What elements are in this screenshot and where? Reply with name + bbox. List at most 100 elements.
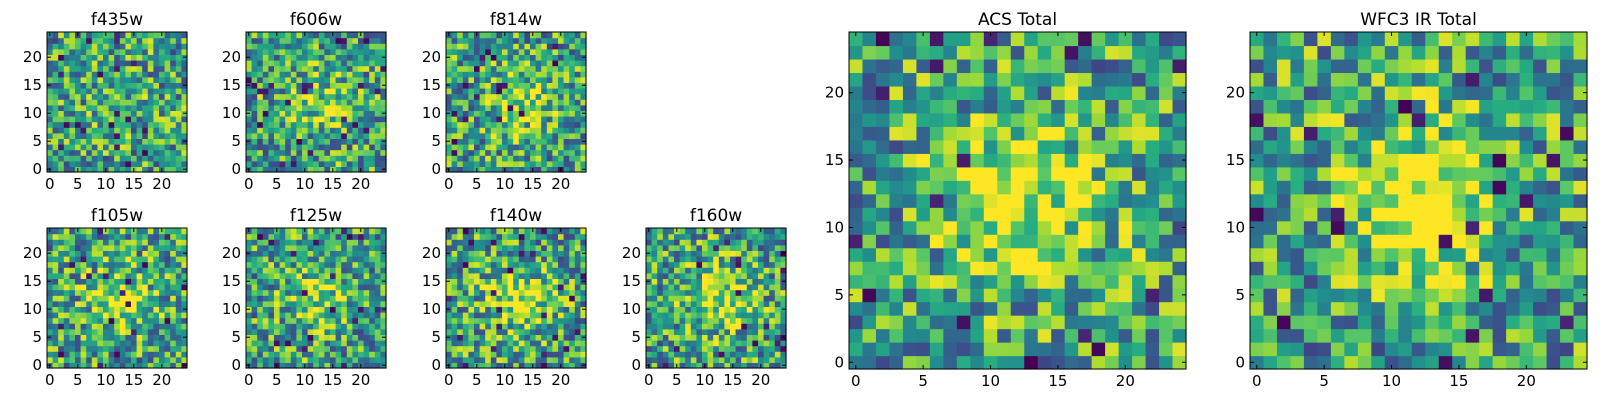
heatmap-cell [956,153,971,168]
heatmap-cell [541,71,548,78]
heatmap-cell [462,99,469,106]
heatmap-cell [302,334,309,341]
heatmap-cell [307,278,314,285]
heatmap-cell [889,207,904,222]
heatmap-cell [97,239,104,246]
heatmap-cell [496,149,503,156]
heatmap-cell [119,351,126,358]
heatmap-cell [535,362,542,369]
heatmap-cell [153,300,160,307]
heatmap-cell [490,317,497,324]
heatmap-cell [181,256,188,263]
heatmap-cell [524,328,531,335]
heatmap-cell [318,233,325,240]
heatmap-cell [507,356,514,363]
heatmap-cell [91,239,98,246]
heatmap-cell [52,104,59,111]
heatmap-cell [662,250,669,257]
heatmap-cell [159,289,166,296]
heatmap-cell [274,356,281,363]
heatmap-cell [369,228,376,235]
heatmap-cell [490,110,497,117]
heatmap-cell [507,144,514,151]
axes-frame [46,227,188,369]
heatmap-cell [485,261,492,268]
heatmap-cell [580,272,587,279]
heatmap-cell [97,116,104,123]
heatmap-cell [1172,328,1187,343]
heatmap-cell [175,144,182,151]
heatmap-cell [285,48,292,55]
heatmap-cell [718,284,725,291]
heatmap-cell [943,234,958,249]
heatmap-cell [58,54,65,61]
heatmap-cell [274,239,281,246]
heatmap-cell [290,60,297,67]
heatmap-cell [335,99,342,106]
heatmap-cell [369,60,376,67]
heatmap-cell [369,312,376,319]
heatmap-cell [902,328,917,343]
heatmap-cell [690,250,697,257]
heatmap-cell [136,138,143,145]
heatmap-cell [574,149,581,156]
heatmap-cell [358,155,365,162]
heatmap-cell [997,247,1012,262]
heatmap-cell [679,289,686,296]
heatmap-cell [580,312,587,319]
heatmap-cell [257,60,264,67]
heatmap-cell [849,220,864,235]
heatmap-cell [651,328,658,335]
heatmap-cell [763,295,770,302]
heatmap-cell [1051,193,1066,208]
heatmap-cell [69,104,76,111]
heatmap-cell [341,71,348,78]
heatmap-cell [330,127,337,134]
heatmap-cell [746,351,753,358]
heatmap-cell [563,76,570,83]
heatmap-cell [296,88,303,95]
y-tick-label: 0 [231,160,241,178]
heatmap-cell [690,233,697,240]
heatmap-cell [479,54,486,61]
heatmap-cell [52,362,59,369]
heatmap-cell [91,228,98,235]
heatmap-cell [580,328,587,335]
heatmap-cell [341,312,348,319]
heatmap-cell [330,71,337,78]
heatmap-cell [763,250,770,257]
heatmap-cell [69,345,76,352]
heatmap-cell [142,289,149,296]
heatmap-cell [125,233,132,240]
heatmap-cell [485,362,492,369]
heatmap-cell [142,132,149,139]
heatmap-cell [147,93,154,100]
heatmap-cell [774,340,781,347]
heatmap-cell [696,244,703,251]
heatmap-cell [114,362,121,369]
heatmap-cell [502,261,509,268]
heatmap-cell [324,261,331,268]
heatmap-cell [569,261,576,268]
heatmap-cell [462,132,469,139]
heatmap-cell [916,247,931,262]
heatmap-cell [175,104,182,111]
heatmap-cell [970,342,985,357]
heatmap-cell [1037,288,1052,303]
heatmap-cell [674,244,681,251]
heatmap-cell [274,295,281,302]
heatmap-cell [153,250,160,257]
heatmap-cell [246,149,253,156]
heatmap-cell [752,295,759,302]
heatmap-cell [774,334,781,341]
heatmap-cell [335,54,342,61]
heatmap-cell [335,76,342,83]
heatmap-cell [679,239,686,246]
heatmap-cell [1091,301,1106,316]
heatmap-cell [580,300,587,307]
heatmap-cell [262,116,269,123]
heatmap-cell [662,228,669,235]
heatmap-cell [108,351,115,358]
heatmap-cell [707,233,714,240]
heatmap-cell [302,60,309,67]
